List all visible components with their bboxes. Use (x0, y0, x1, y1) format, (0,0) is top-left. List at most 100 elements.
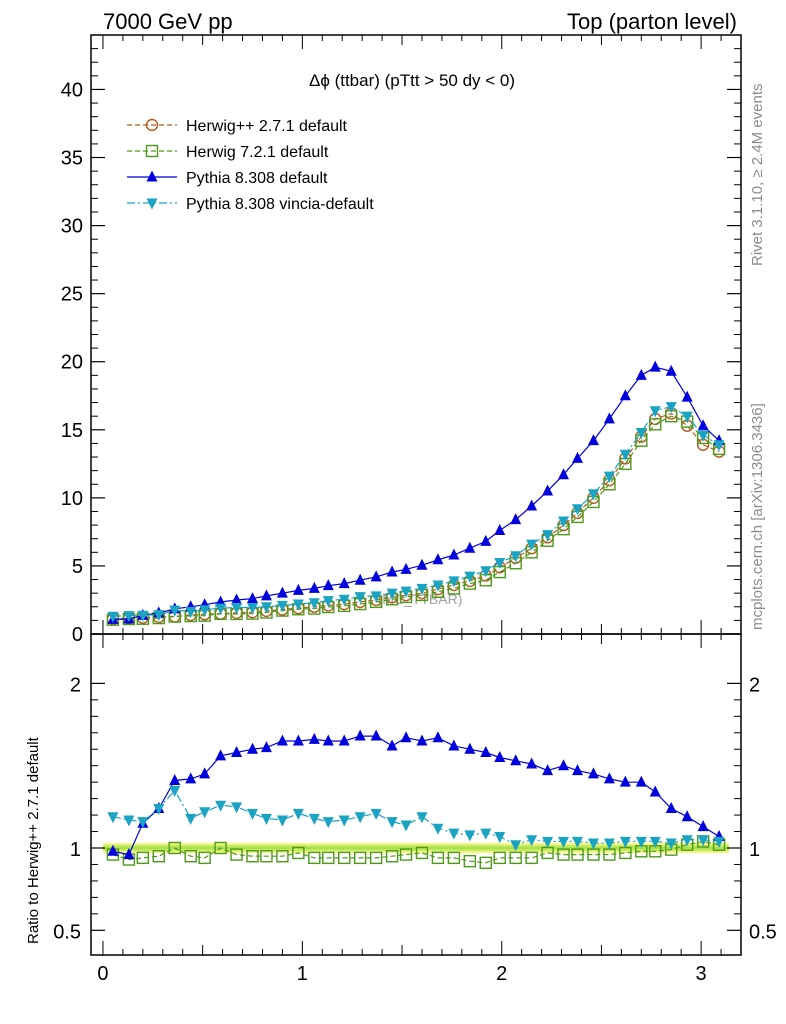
ratio-data-point (185, 813, 197, 825)
ratio-series-line (112, 840, 720, 864)
top-data-point (338, 594, 350, 606)
top-data-point (185, 607, 197, 619)
legend-entry: Herwig 7.2.1 default (127, 144, 329, 161)
top-data-point (448, 576, 460, 588)
legend-label: Pythia 8.308 default (186, 170, 328, 187)
ratio-data-point (370, 808, 382, 820)
top-data-point (354, 573, 366, 585)
ratio-data-point (338, 815, 350, 827)
ratio-data-point (231, 746, 243, 758)
top-data-point (649, 418, 662, 431)
top-data-point (153, 610, 165, 622)
ratio-data-point (292, 808, 304, 820)
ratio-data-point (448, 828, 460, 840)
ratio-data-point (185, 772, 197, 784)
y-tick-label: 30 (61, 216, 83, 238)
ratio-data-point (681, 835, 693, 847)
main-panel: Δϕ (ttbar) (pTtt > 50 dy < 0) (MC_TTBAR)… (61, 34, 742, 646)
ratio-data-point (308, 732, 320, 744)
ratio-data-point (107, 844, 119, 856)
ratio-data-point (322, 851, 335, 865)
ratio-data-point (603, 838, 615, 850)
ratio-data-point (247, 808, 259, 820)
top-data-point (137, 610, 149, 622)
top-data-point (619, 389, 631, 401)
axes-frame (90, 633, 742, 956)
ratio-data-point (494, 750, 506, 762)
top-data-point (480, 566, 492, 578)
ratio-data-point (416, 812, 428, 824)
legend-entry: Pythia 8.308 default (127, 170, 328, 187)
ratio-data-point (713, 836, 725, 848)
top-data-point (215, 603, 227, 615)
top-data-point (247, 592, 259, 604)
top-data-point (276, 600, 288, 612)
rivet-label: Rivet 3.1.10, ≥ 2.4M events (749, 84, 766, 267)
top-data-point (526, 539, 538, 551)
top-data-point (260, 602, 272, 614)
ratio-data-point (276, 734, 288, 746)
ratio-data-point (137, 817, 149, 829)
ratio-data-point (338, 851, 351, 865)
top-data-point (494, 524, 506, 536)
top-data-point (448, 548, 460, 560)
top-data-point (587, 434, 599, 446)
ratio-data-point (557, 848, 570, 861)
top-data-point (386, 565, 398, 577)
ratio-data-point (572, 764, 584, 776)
ratio-data-point (479, 856, 492, 870)
x-tick-label: 3 (696, 963, 707, 985)
ratio-data-point (136, 851, 150, 865)
ratio-data-point (322, 817, 334, 829)
y-tick-label: 35 (61, 148, 83, 170)
ratio-data-point (276, 850, 289, 863)
top-data-point (635, 368, 647, 380)
ratio-data-point (292, 734, 304, 746)
ratio-data-point (463, 854, 477, 868)
ratio-data-point (542, 764, 554, 776)
ratio-data-point (494, 831, 506, 843)
ratio-data-point (432, 823, 444, 835)
ratio-data-point (587, 767, 599, 779)
top-data-point (400, 586, 412, 598)
ratio-data-point (448, 739, 460, 751)
top-data-point (572, 451, 584, 463)
ratio-data-point (322, 734, 334, 746)
top-data-point (713, 440, 725, 452)
top-series-line (112, 415, 720, 621)
ratio-data-point (558, 759, 570, 771)
top-data-point (510, 551, 522, 563)
ratio-data-point (510, 840, 522, 852)
ratio-data-point (276, 815, 288, 827)
top-data-point (572, 504, 584, 516)
y-tick-label: 20 (61, 352, 83, 374)
legend-label: Herwig++ 2.7.1 default (186, 118, 348, 135)
legend-entry: Herwig++ 2.7.1 default (127, 118, 348, 135)
top-data-point (697, 430, 709, 442)
ratio-y-tick-label: 2 (70, 674, 81, 696)
top-data-point (558, 468, 570, 480)
top-series-2 (107, 360, 725, 624)
top-data-point (649, 406, 661, 418)
y-tick-label: 15 (61, 420, 83, 442)
legend-marker (145, 118, 159, 132)
top-data-point (354, 592, 366, 604)
ratio-y-tick-label-right: 1 (749, 839, 760, 861)
ratio-data-point (572, 836, 584, 848)
ratio-data-point (415, 846, 429, 860)
top-data-point (199, 605, 211, 617)
legend-marker (146, 198, 158, 210)
ratio-data-point (370, 729, 382, 741)
top-series-line (112, 366, 720, 620)
ratio-data-point (464, 830, 476, 842)
top-data-point (510, 513, 522, 525)
ratio-data-point (697, 820, 709, 832)
ratio-data-point (697, 835, 709, 847)
ratio-series-line (112, 735, 720, 856)
x-tick-label: 2 (496, 963, 507, 985)
ratio-data-point (214, 841, 227, 855)
top-data-point (322, 579, 334, 591)
ratio-data-point (386, 739, 398, 751)
top-axes: 0 5 10 15 20 25 30 35 40 (61, 34, 742, 646)
top-series-line (112, 406, 720, 617)
